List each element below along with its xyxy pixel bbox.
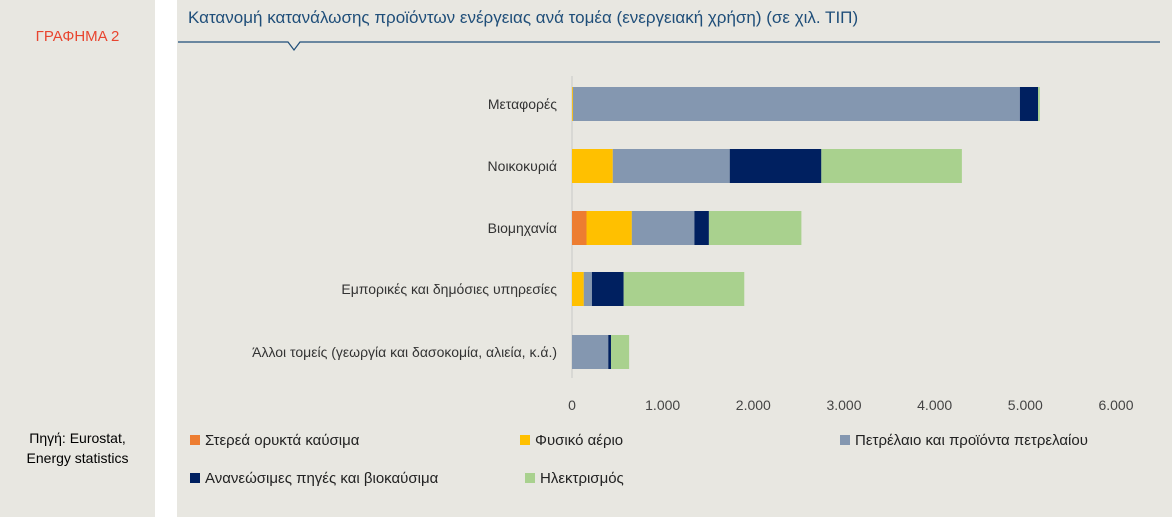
bar-segment <box>610 335 630 369</box>
category-label: Νοικοκυριά <box>488 158 557 174</box>
bar-segment <box>1038 87 1040 121</box>
title-underline <box>178 41 1160 51</box>
figure-label: ΓΡΑΦΗΜΑ 2 <box>35 28 120 45</box>
legend-swatch <box>525 473 535 483</box>
bar-segment <box>572 87 1020 121</box>
legend-swatch <box>190 473 200 483</box>
bar-segment <box>608 335 611 369</box>
legend-label: Ηλεκτρισμός <box>540 470 624 487</box>
bar-segment <box>708 211 802 245</box>
bar-segment <box>572 272 584 306</box>
bar-segment <box>694 211 709 245</box>
legend-label: Ανανεώσιμες πηγές και βιοκαύσιμα <box>205 470 439 487</box>
legend-swatch <box>520 435 530 445</box>
left-column <box>0 0 155 517</box>
bar-segment <box>572 87 573 121</box>
bar-segment <box>821 149 962 183</box>
category-label: Εμπορικές και δημόσιες υπηρεσίες <box>341 281 557 297</box>
legend-label: Στερεά ορυκτά καύσιμα <box>205 432 360 449</box>
bar-segment <box>612 149 730 183</box>
bar-segment <box>1019 87 1039 121</box>
legend-label: Πετρέλαιο και προϊόντα πετρελαίου <box>855 432 1088 449</box>
bar-segment <box>729 149 822 183</box>
legend-item: Ηλεκτρισμός <box>525 470 624 487</box>
legend-swatch <box>190 435 200 445</box>
x-tick-label: 5.000 <box>1008 397 1043 413</box>
x-tick-label: 0 <box>568 397 576 413</box>
legend-label: Φυσικό αέριο <box>535 432 624 449</box>
category-label: Άλλοι τομείς (γεωργία και δασοκομία, αλι… <box>252 344 557 360</box>
source-line-2: Energy statistics <box>26 450 129 466</box>
x-tick-label: 4.000 <box>917 397 952 413</box>
bar-segment <box>572 149 613 183</box>
legend-item: Φυσικό αέριο <box>520 432 623 449</box>
bar-segment <box>586 211 632 245</box>
bar-segment <box>631 211 695 245</box>
bar-segment <box>572 335 609 369</box>
legend-swatch <box>840 435 850 445</box>
bar-segment <box>623 272 745 306</box>
x-tick-label: 1.000 <box>645 397 680 413</box>
gutter <box>155 0 177 517</box>
category-label: Βιομηχανία <box>488 220 557 236</box>
legend-item: Ανανεώσιμες πηγές και βιοκαύσιμα <box>190 470 438 487</box>
legend-item: Στερεά ορυκτά καύσιμα <box>190 432 359 449</box>
bar-segment <box>591 272 624 306</box>
x-tick-label: 3.000 <box>826 397 861 413</box>
chart-title: Κατανομή κατανάλωσης προϊόντων ενέργειας… <box>188 8 859 27</box>
bar-segment <box>583 272 592 306</box>
category-label: Μεταφορές <box>488 96 557 112</box>
legend-item: Πετρέλαιο και προϊόντα πετρελαίου <box>840 432 1088 449</box>
x-tick-label: 2.000 <box>736 397 771 413</box>
bar-segment <box>572 211 587 245</box>
x-tick-label: 6.000 <box>1098 397 1133 413</box>
source-line-1: Πηγή: Eurostat, <box>29 430 126 446</box>
source-note: Πηγή: Eurostat, Energy statistics <box>0 428 155 468</box>
